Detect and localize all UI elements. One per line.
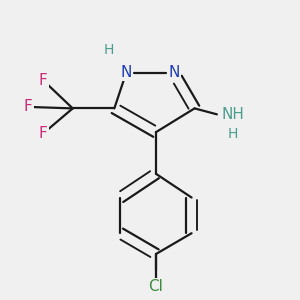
- Text: F: F: [24, 99, 32, 114]
- Text: N: N: [168, 65, 179, 80]
- Text: F: F: [39, 73, 47, 88]
- Text: Cl: Cl: [148, 279, 164, 294]
- Text: H: H: [103, 44, 114, 57]
- Text: NH: NH: [222, 107, 245, 122]
- Text: H: H: [228, 127, 238, 141]
- Text: F: F: [39, 126, 47, 141]
- Text: N: N: [121, 65, 132, 80]
